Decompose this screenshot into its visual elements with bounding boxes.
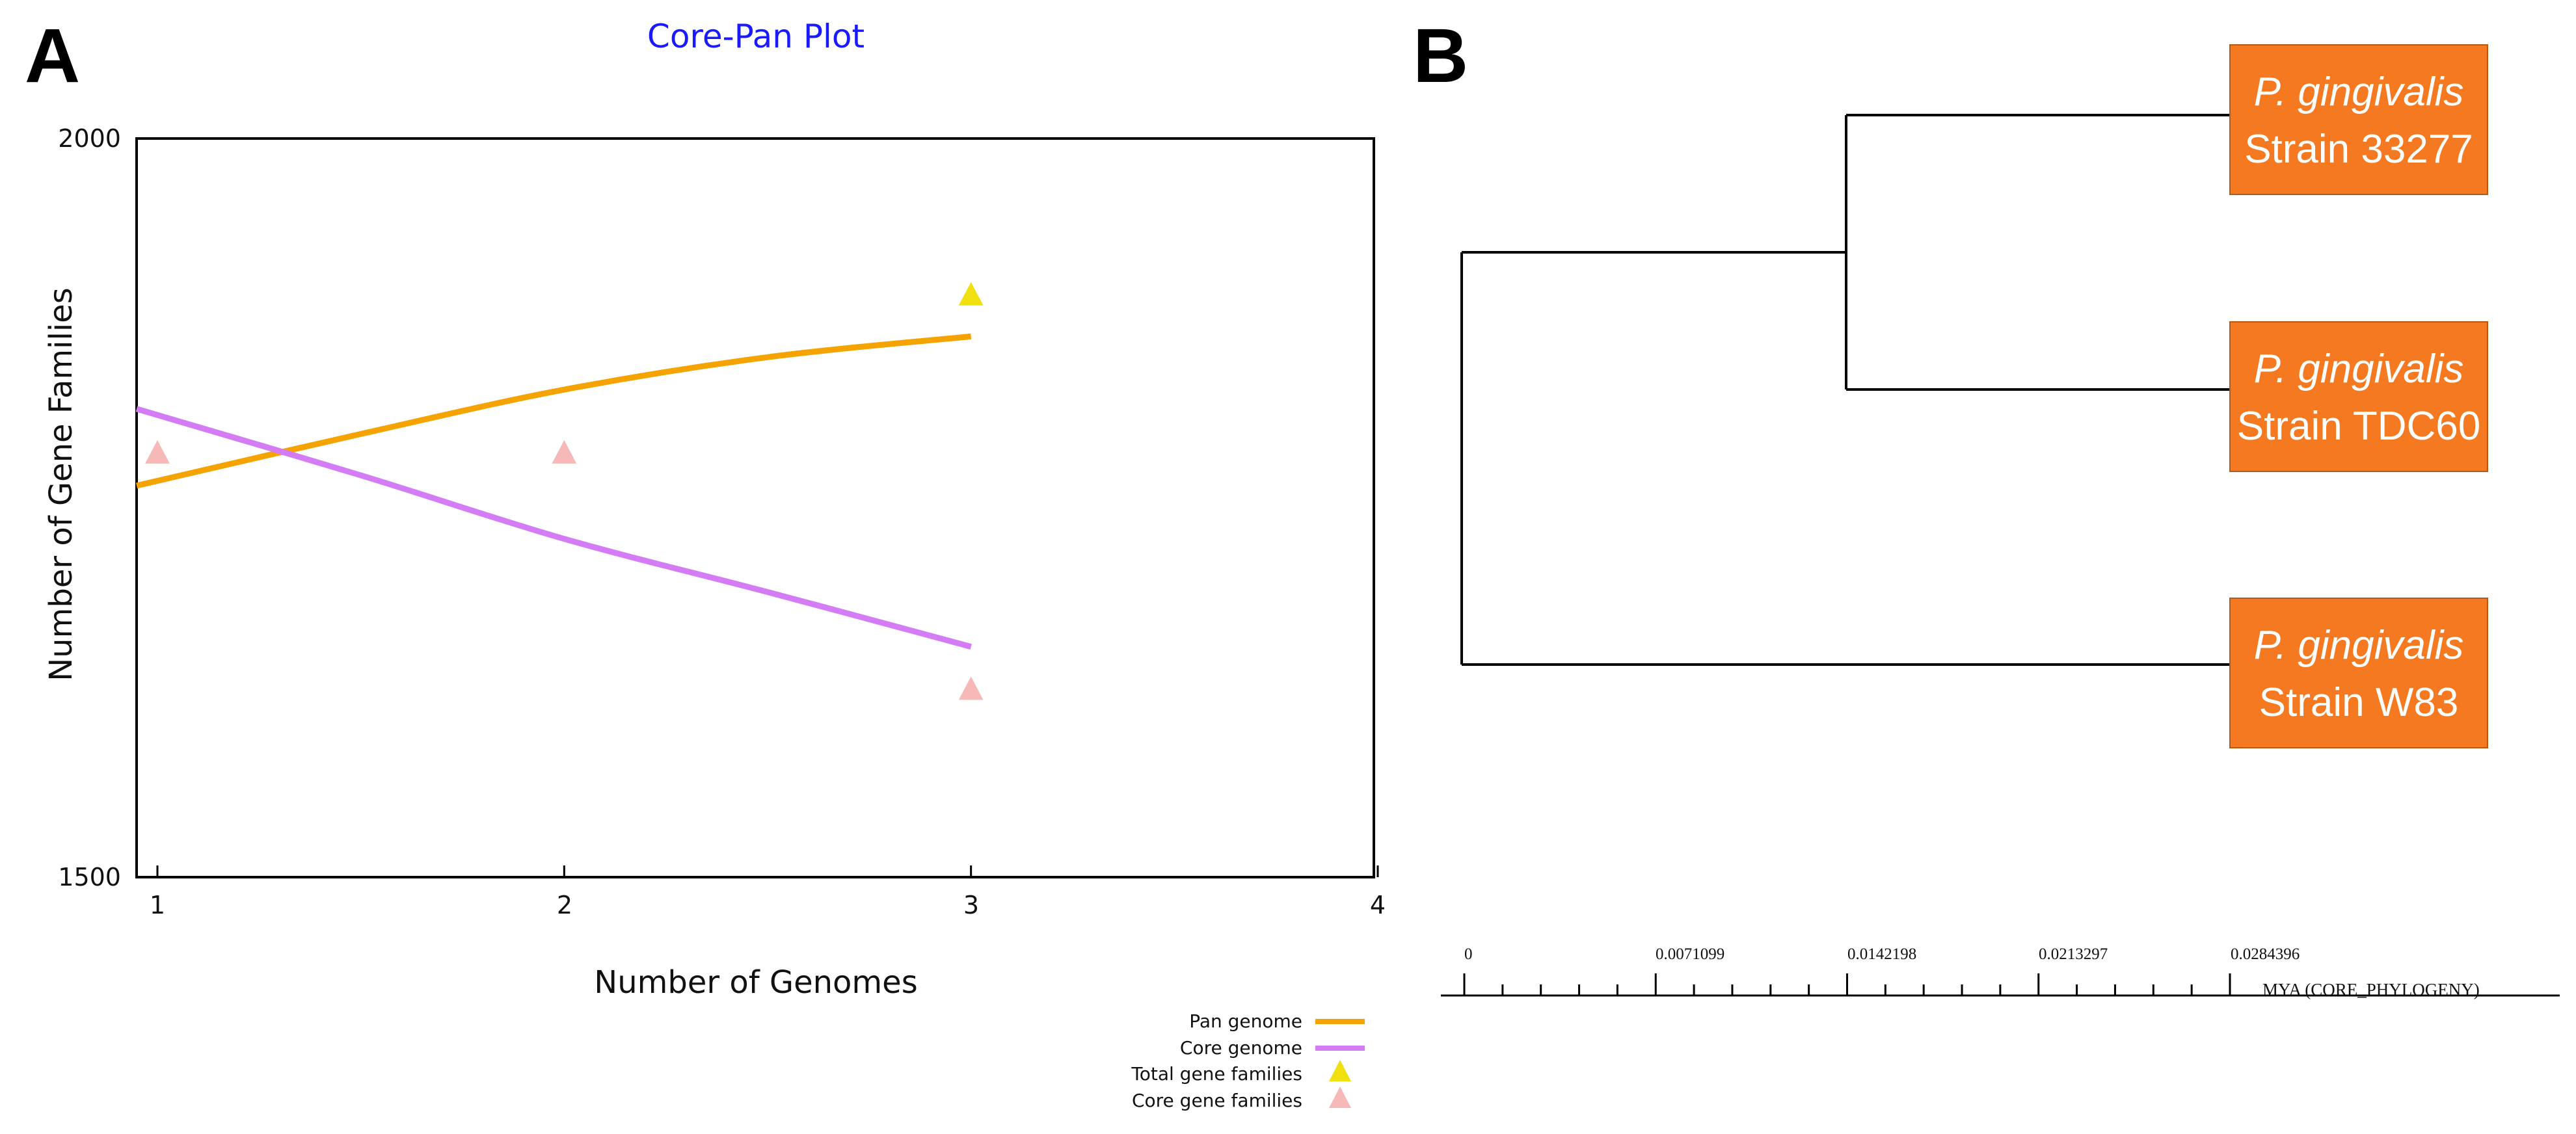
scale-bar: 0 0.0071099 0.0142198 0.0213297 0.028439… (1441, 945, 2560, 999)
y-axis-title: Number of Gene Families (43, 287, 79, 681)
y-tick-label-top: 2000 (58, 124, 121, 153)
core-gene-families-marker-2 (552, 440, 577, 464)
plot-frame (135, 137, 1375, 878)
panel-label-b: B (1413, 13, 1468, 99)
taxon-genus-tdc60: P. gingivalis (2254, 347, 2464, 391)
tip-box-33277 (2229, 44, 2488, 195)
legend: Pan genome Core genome Total gene famili… (1131, 1010, 1365, 1111)
total-gene-families-marker-1 (958, 282, 984, 306)
taxon-strain-tdc60: Strain TDC60 (2237, 404, 2480, 449)
scale-label-4: 0.0284396 (2231, 945, 2300, 963)
plot-area (135, 137, 1379, 878)
x-axis-title: Number of Genomes (594, 964, 917, 1001)
tree-tip-tdc60: P. gingivalis Strain TDC60 (2229, 321, 2488, 472)
scale-unit-label: MYA (CORE_PHYLOGENY) (2262, 980, 2480, 999)
tip-box-tdc60 (2229, 321, 2488, 472)
panel-label-a: A (25, 13, 80, 99)
taxon-genus-w83: P. gingivalis (2254, 623, 2464, 668)
tree-tip-33277: P. gingivalis Strain 33277 (2229, 44, 2488, 195)
x-tick-label-4: 4 (1370, 891, 1386, 919)
scale-label-1: 0.0071099 (1656, 945, 1724, 963)
taxon-strain-33277: Strain 33277 (2244, 127, 2473, 172)
legend-label-core: Core genome (1180, 1037, 1302, 1059)
taxon-strain-w83: Strain W83 (2259, 680, 2459, 725)
x-tick-label-2: 2 (557, 891, 572, 919)
legend-label-pan: Pan genome (1189, 1010, 1302, 1032)
x-tick-label-1: 1 (150, 891, 165, 919)
legend-swatch-total (1329, 1060, 1351, 1081)
core-gene-families-marker-1 (145, 440, 170, 464)
y-tick-label-bottom: 1500 (58, 863, 121, 891)
legend-label-total: Total gene families (1131, 1063, 1302, 1085)
core-genome-line (135, 406, 972, 650)
scale-label-2: 0.0142198 (1847, 945, 1916, 963)
phylogenetic-tree (1460, 114, 2230, 666)
scale-label-0: 0 (1464, 945, 1473, 963)
tip-box-w83 (2229, 598, 2488, 748)
taxon-genus-33277: P. gingivalis (2254, 70, 2464, 114)
legend-label-core-families: Core gene families (1132, 1090, 1302, 1111)
scale-label-3: 0.0213297 (2039, 945, 2108, 963)
x-tick-label-3: 3 (963, 891, 979, 919)
legend-swatch-core-families (1329, 1087, 1351, 1108)
chart-title: Core-Pan Plot (647, 18, 865, 55)
tree-tip-w83: P. gingivalis Strain W83 (2229, 598, 2488, 748)
core-gene-families-marker-3 (958, 676, 984, 700)
